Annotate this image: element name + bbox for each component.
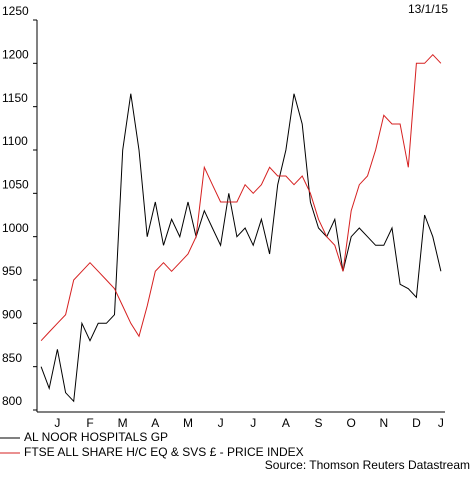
x-tick-label: D [412,416,421,430]
y-tick-label: 1000 [2,221,29,235]
x-tick-label: O [346,416,355,430]
y-tick-label: 1100 [2,134,28,148]
x-tick-label: M [118,416,128,430]
x-tick-label: A [151,416,159,430]
y-tick-label: 1200 [2,48,29,62]
source: Source: Thomson Reuters Datastream [265,458,470,472]
legend-label: FTSE ALL SHARE H/C EQ & SVS £ - PRICE IN… [24,445,304,459]
y-tick-label: 1150 [2,91,28,105]
x-tick-label: J [54,416,60,430]
x-tick-label: J [438,416,444,430]
x-tick-label: S [315,416,323,430]
y-tick-label: 850 [2,351,22,365]
series-line [40,53,442,342]
x-tick-label: J [218,416,224,430]
x-tick-label: A [282,416,290,430]
y-tick-label: 900 [2,308,22,322]
series-line [40,93,442,403]
y-tick-label: 950 [2,264,22,278]
y-tick-label: 1250 [2,4,29,18]
y-tick-label: 800 [2,394,22,408]
date-label: 13/1/15 [408,2,448,16]
x-tick-label: F [86,416,93,430]
x-tick-label: N [379,416,388,430]
x-tick-label: M [183,416,193,430]
x-tick-label: J [250,416,256,430]
y-tick-label: 1050 [2,178,29,192]
legend-label: AL NOOR HOSPITALS GP [24,430,168,444]
